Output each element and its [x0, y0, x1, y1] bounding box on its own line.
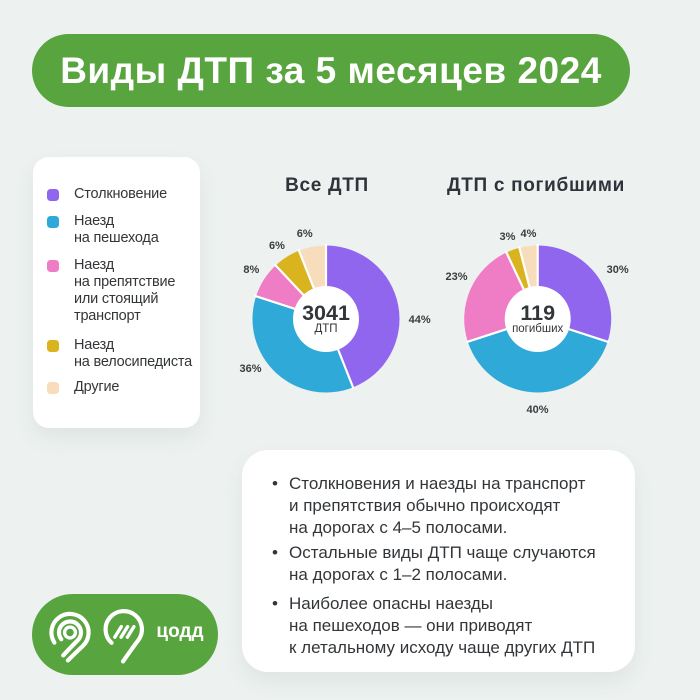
svg-text:цодд: цодд: [156, 621, 203, 642]
